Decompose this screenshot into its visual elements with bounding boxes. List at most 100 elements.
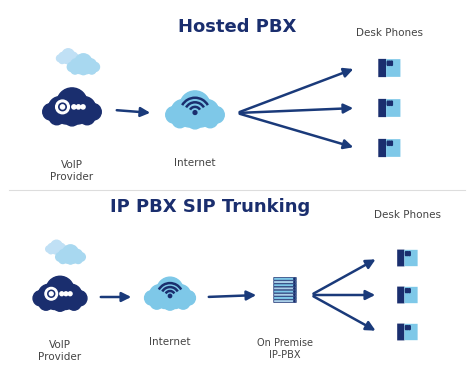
Circle shape	[294, 281, 295, 283]
Circle shape	[84, 104, 101, 120]
Circle shape	[294, 291, 295, 292]
Circle shape	[55, 100, 69, 114]
Circle shape	[63, 245, 78, 260]
Circle shape	[187, 114, 202, 129]
Circle shape	[391, 141, 392, 142]
FancyBboxPatch shape	[404, 324, 418, 340]
FancyBboxPatch shape	[397, 250, 404, 266]
Circle shape	[196, 100, 219, 123]
Circle shape	[149, 285, 169, 304]
Circle shape	[55, 253, 64, 261]
Circle shape	[407, 291, 409, 292]
Circle shape	[73, 97, 96, 120]
Circle shape	[407, 254, 409, 255]
Circle shape	[66, 55, 75, 63]
Circle shape	[59, 256, 67, 264]
Circle shape	[389, 101, 391, 102]
Circle shape	[294, 278, 295, 279]
Circle shape	[407, 253, 409, 254]
Circle shape	[67, 62, 76, 72]
FancyBboxPatch shape	[378, 59, 386, 77]
Circle shape	[409, 252, 410, 253]
Circle shape	[389, 142, 391, 143]
Circle shape	[59, 249, 70, 261]
Circle shape	[164, 297, 177, 310]
Circle shape	[88, 66, 96, 74]
Circle shape	[60, 292, 64, 296]
Circle shape	[43, 104, 59, 120]
Circle shape	[391, 62, 392, 63]
Circle shape	[391, 104, 392, 105]
Circle shape	[387, 141, 389, 142]
Circle shape	[389, 63, 391, 64]
Circle shape	[407, 327, 409, 328]
Circle shape	[409, 327, 410, 328]
Circle shape	[409, 326, 410, 327]
Circle shape	[56, 55, 63, 62]
Circle shape	[55, 290, 75, 309]
Circle shape	[389, 144, 391, 146]
Circle shape	[150, 296, 164, 309]
Circle shape	[48, 248, 54, 254]
Circle shape	[405, 291, 407, 292]
Circle shape	[405, 254, 407, 256]
Circle shape	[61, 246, 67, 252]
Circle shape	[172, 112, 187, 128]
FancyBboxPatch shape	[386, 59, 401, 77]
Circle shape	[74, 62, 86, 74]
Circle shape	[405, 328, 407, 330]
Circle shape	[391, 103, 392, 104]
Circle shape	[387, 102, 389, 104]
Circle shape	[294, 285, 295, 286]
Circle shape	[389, 64, 391, 65]
FancyBboxPatch shape	[386, 139, 401, 157]
FancyBboxPatch shape	[386, 99, 401, 117]
Circle shape	[387, 64, 389, 65]
Circle shape	[409, 291, 410, 292]
FancyBboxPatch shape	[404, 250, 418, 266]
Circle shape	[177, 296, 190, 309]
Text: On Premise
IP-PBX: On Premise IP-PBX	[257, 338, 313, 360]
FancyBboxPatch shape	[274, 284, 296, 286]
Circle shape	[57, 88, 87, 118]
Circle shape	[294, 294, 295, 296]
Circle shape	[409, 253, 410, 254]
FancyBboxPatch shape	[378, 139, 386, 157]
Circle shape	[72, 291, 87, 306]
Circle shape	[294, 297, 295, 298]
FancyBboxPatch shape	[274, 281, 296, 284]
Circle shape	[59, 57, 65, 63]
Circle shape	[389, 141, 391, 142]
Circle shape	[145, 291, 159, 305]
Circle shape	[81, 105, 85, 109]
Circle shape	[90, 62, 100, 72]
Circle shape	[46, 246, 52, 252]
Circle shape	[45, 288, 57, 300]
Circle shape	[294, 300, 295, 302]
Circle shape	[180, 91, 210, 121]
Circle shape	[389, 104, 391, 105]
Circle shape	[71, 57, 77, 63]
Circle shape	[157, 277, 183, 303]
Circle shape	[59, 52, 68, 62]
Circle shape	[407, 327, 409, 329]
Circle shape	[391, 64, 392, 65]
Circle shape	[54, 249, 59, 254]
Circle shape	[389, 103, 391, 104]
Circle shape	[67, 103, 88, 124]
Circle shape	[62, 55, 70, 63]
Circle shape	[84, 58, 96, 71]
Circle shape	[49, 292, 53, 296]
Circle shape	[389, 62, 391, 63]
Circle shape	[391, 63, 392, 64]
Circle shape	[48, 243, 56, 252]
Circle shape	[389, 61, 391, 62]
Circle shape	[62, 252, 73, 263]
Circle shape	[60, 105, 64, 109]
Text: Desk Phones: Desk Phones	[374, 210, 441, 220]
Circle shape	[55, 246, 63, 254]
Circle shape	[49, 110, 64, 125]
Circle shape	[389, 102, 391, 104]
Circle shape	[61, 284, 82, 305]
Circle shape	[409, 327, 410, 329]
